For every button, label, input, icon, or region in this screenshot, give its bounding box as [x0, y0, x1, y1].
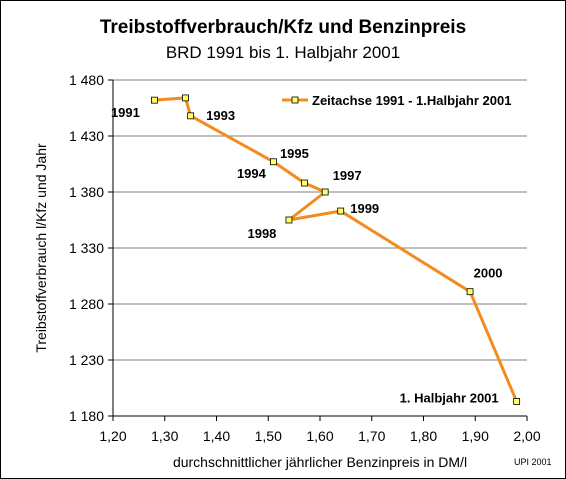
data-point-9	[513, 398, 521, 405]
y-tick-label-0: 1 180	[69, 408, 104, 424]
data-point-8	[466, 288, 474, 296]
point-label-4: 1997	[333, 168, 362, 183]
data-point-0	[150, 96, 158, 104]
y-ticks: 1 180 1 230 1 280 1 330 1 380 1 430 1 480	[69, 72, 113, 424]
x-tick-label-1: 1,30	[151, 428, 178, 444]
x-tick-label-3: 1,50	[255, 428, 282, 444]
data-point-1	[182, 94, 189, 102]
legend-marker	[291, 96, 299, 104]
x-tick-label-6: 1,80	[410, 428, 437, 444]
point-label-2: 1994	[237, 166, 267, 181]
x-tick-label-7: 1,90	[462, 428, 489, 444]
grid-lines	[113, 79, 527, 361]
x-tick-label-0: 1,20	[99, 428, 126, 444]
y-tick-label-4: 1 380	[69, 184, 104, 200]
legend: Zeitachse 1991 - 1.Halbjahr 2001	[282, 93, 511, 108]
point-label-3: 1995	[280, 146, 309, 161]
x-tick-label-8: 2,00	[513, 428, 540, 444]
data-point-5	[321, 188, 329, 196]
point-label-7: 2000	[474, 266, 503, 281]
y-tick-label-3: 1 330	[69, 240, 104, 256]
x-axis-label: durchschnittlicher jährlicher Benzinprei…	[173, 454, 467, 470]
chart-subtitle: BRD 1991 bis 1. Halbjahr 2001	[166, 43, 400, 62]
series-line	[154, 96, 519, 403]
x-tick-label-5: 1,70	[358, 428, 385, 444]
x-ticks: 1,20 1,30 1,40 1,50 1,60 1,70 1,80 1,90 2,00	[99, 416, 541, 444]
y-axis-label: Treibstoffverbrauch l/Kfz und Jahr	[33, 143, 49, 353]
y-tick-label-5: 1 430	[69, 128, 104, 144]
series-group	[150, 94, 521, 405]
point-label-1: 1993	[206, 108, 235, 123]
x-tick-label-2: 1,40	[203, 428, 230, 444]
data-point-2	[187, 112, 195, 120]
point-label-5: 1998	[247, 226, 276, 241]
data-point-4	[301, 179, 308, 187]
point-label-0: 1991	[111, 105, 140, 120]
legend-label: Zeitachse 1991 - 1.Halbjahr 2001	[312, 93, 511, 108]
point-label-6: 1999	[350, 201, 379, 216]
point-labels: 1991 1993 1994 1995 1997 1998 1999 2000 1. Halbj…	[111, 105, 503, 405]
chart-title: Treibstoffverbrauch/Kfz und Benzinpreis	[100, 17, 466, 38]
data-point-3	[270, 158, 277, 166]
credit: UPI 2001	[514, 457, 552, 467]
x-tick-label-4: 1,60	[306, 428, 333, 444]
point-label-8: 1. Halbjahr 2001	[400, 390, 499, 405]
y-tick-label-1: 1 230	[69, 352, 104, 368]
y-tick-label-6: 1 480	[69, 72, 104, 88]
data-point-6	[285, 216, 293, 224]
data-point-7	[337, 207, 345, 215]
y-tick-label-2: 1 280	[69, 296, 104, 312]
